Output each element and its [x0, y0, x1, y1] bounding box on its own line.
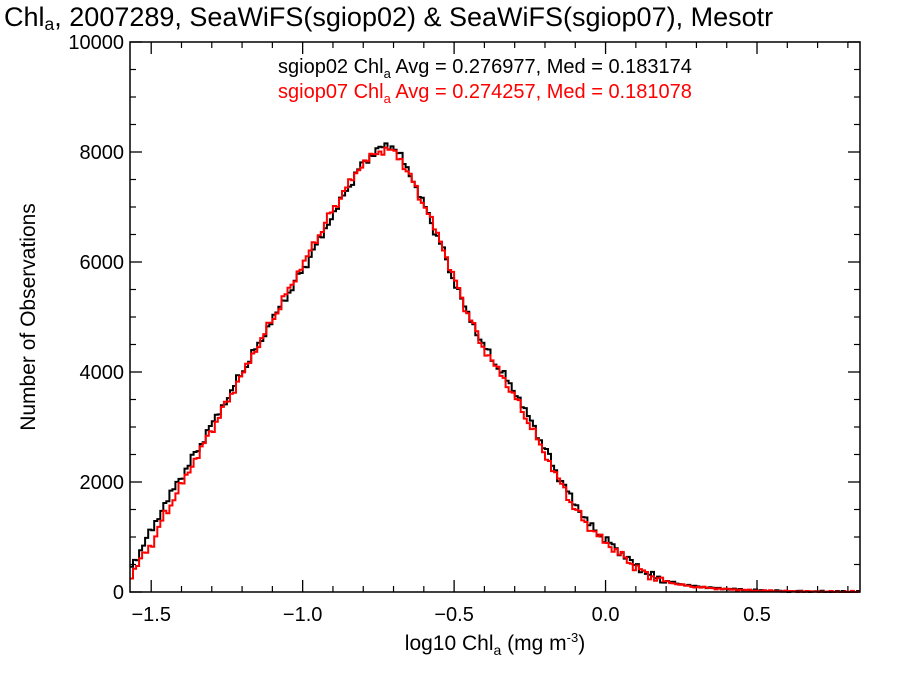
- series-line-sgiop07: [130, 146, 860, 593]
- series-line-sgiop02: [130, 142, 860, 593]
- x-tick-label: −1.0: [283, 604, 322, 626]
- plot-frame: [129, 41, 861, 593]
- y-axis-ticks: 0 2000 4000 6000 8000 10000: [68, 32, 860, 604]
- legend-entry-sgiop02: sgiop02 Chla Avg = 0.276977, Med = 0.183…: [278, 56, 692, 81]
- y-axis-title: Number of Observations: [17, 203, 40, 431]
- y-tick-label: 10000: [68, 32, 124, 54]
- x-axis-title: log10 Chla (mg m-3): [405, 630, 585, 658]
- x-tick-label: 0.5: [743, 604, 771, 626]
- legend-entry-sgiop07: sgiop07 Chla Avg = 0.274257, Med = 0.181…: [278, 81, 692, 106]
- x-tick-label: 0.0: [592, 604, 620, 626]
- x-tick-label: −1.5: [131, 604, 170, 626]
- x-axis-ticks: −1.5 −1.0 −0.5 0.0 0.5: [131, 42, 849, 626]
- legend: sgiop02 Chla Avg = 0.276977, Med = 0.183…: [278, 56, 692, 106]
- chart-title: Chla, 2007289, SeaWiFS(sgiop02) & SeaWiF…: [4, 2, 774, 34]
- y-tick-label: 8000: [80, 142, 125, 164]
- x-tick-label: −0.5: [434, 604, 473, 626]
- y-tick-label: 0: [113, 582, 124, 604]
- y-tick-label: 4000: [80, 362, 125, 384]
- y-tick-label: 6000: [80, 252, 125, 274]
- series-layer: [130, 142, 860, 593]
- y-tick-label: 2000: [80, 472, 125, 494]
